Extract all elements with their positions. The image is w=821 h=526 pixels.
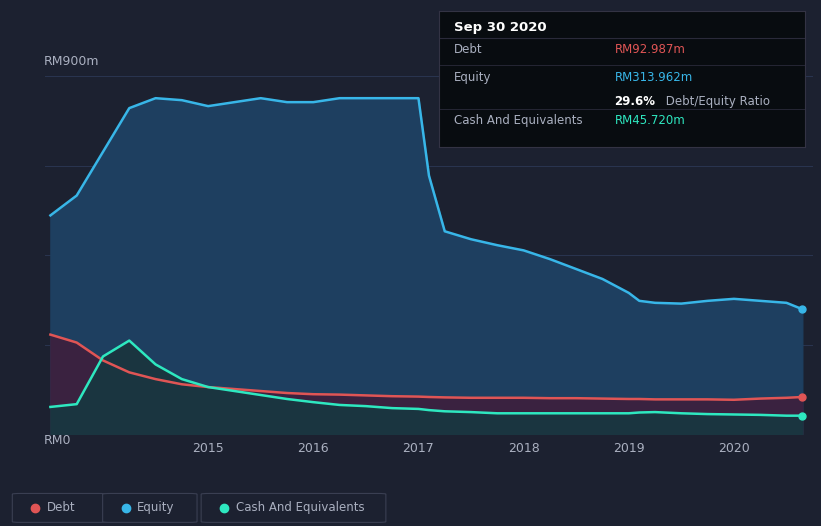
Text: Debt: Debt [454,43,483,56]
FancyBboxPatch shape [201,493,386,522]
Text: Equity: Equity [454,70,491,84]
Text: RM313.962m: RM313.962m [615,70,693,84]
Text: Cash And Equivalents: Cash And Equivalents [454,115,582,127]
Text: Debt: Debt [47,501,76,514]
Text: RM45.720m: RM45.720m [615,115,686,127]
Text: Equity: Equity [137,501,175,514]
FancyBboxPatch shape [12,493,107,522]
FancyBboxPatch shape [103,493,197,522]
Text: Cash And Equivalents: Cash And Equivalents [236,501,365,514]
Text: RM92.987m: RM92.987m [615,43,686,56]
Text: RM0: RM0 [44,434,71,447]
Text: Debt/Equity Ratio: Debt/Equity Ratio [662,95,770,108]
Text: Sep 30 2020: Sep 30 2020 [454,22,547,35]
Text: RM900m: RM900m [44,55,99,68]
Text: 29.6%: 29.6% [615,95,656,108]
